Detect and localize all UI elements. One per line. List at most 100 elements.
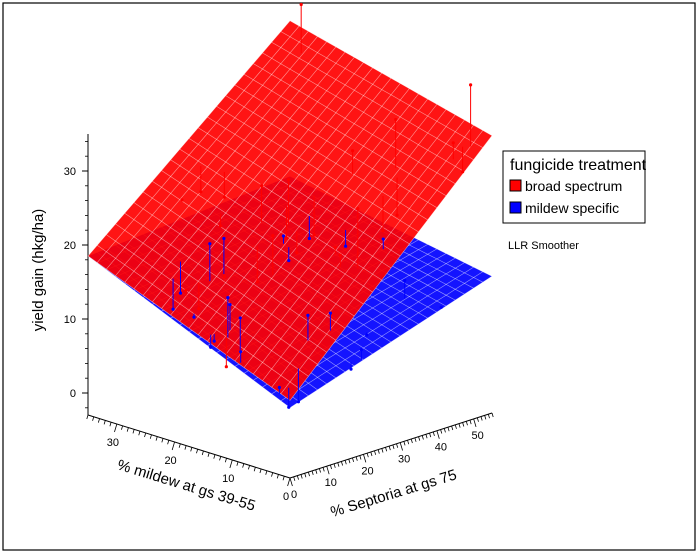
surface-grid-line [152,57,355,303]
mildew-tick-mark [229,459,233,469]
observation-point [286,177,291,182]
observation-point [259,183,264,188]
surface-grid-line [87,20,291,257]
observation-point [178,291,183,295]
observation-point [238,316,242,320]
mildew-tick-mark [167,440,170,445]
mildew-tick-mark [207,452,210,457]
mildew-tick-mark [97,418,100,423]
septoria-tick-mark [440,429,443,434]
observation-point [277,385,281,390]
observation-point [222,195,226,199]
observation-point [228,302,232,307]
septoria-tick-mark [388,445,391,451]
observation-point [239,350,243,354]
septoria-tick-mark [333,463,336,468]
observation-point [394,117,398,122]
septoria-tick-mark [454,424,457,429]
surface-grid-line [234,84,438,209]
observation-point [307,236,311,241]
septoria-tick-mark [326,466,330,475]
septoria-tick-mark [480,416,483,421]
mildew-axis-line [87,414,291,479]
smoother-note: LLR Smoother [508,240,579,252]
septoria-tick-mark [399,442,403,451]
surface-fill [88,20,492,401]
observation-point [381,237,385,241]
mildew-tick-mark [201,450,204,456]
mildew-tick-mark [219,456,222,461]
mildew-tick-mark [259,468,262,474]
observation-point [338,253,342,257]
septoria-tick-mark [385,447,388,452]
mildew-tick-mark [271,472,274,477]
septoria-tick-mark [447,427,450,432]
mildew-tick-mark [178,443,181,448]
septoria-tick-mark [318,468,321,473]
septoria-tick-mark [341,461,344,466]
observation-point [184,288,188,292]
observation-point [208,242,212,246]
mildew-tick-mark [126,427,129,432]
observation-point [461,170,465,174]
mildew-tick-mark [86,414,89,420]
septoria-tick-mark [476,417,479,422]
septoria-tick-label: 20 [361,465,373,477]
septoria-tick-mark [432,431,435,437]
septoria-tick-mark [429,432,432,438]
observation-point [312,233,316,237]
z-tick-label: 0 [70,388,76,400]
mildew-tick-mark [248,465,250,470]
mildew-tick-mark [171,441,175,451]
septoria-tick-mark [487,414,490,419]
mildew-tick-mark [276,474,279,479]
mildew-tick-mark [287,477,291,487]
septoria-tick-mark [436,430,440,439]
surface-grid-line [271,41,474,160]
septoria-tick-mark [307,471,310,477]
surface-grid-line [207,116,410,245]
mildew-tick-mark [190,447,193,452]
septoria-tick-mark [315,469,318,474]
observation-point [328,311,332,315]
observation-point [344,244,348,248]
mildew-tick-mark [253,467,256,472]
observation-point [381,229,385,233]
mildew-tick-mark [242,463,245,468]
surface-grid-line [142,51,346,296]
observation-point [356,207,360,211]
observation-point [180,198,184,202]
mildew-tick-mark [155,436,158,441]
surface-grid-line [225,95,428,221]
mildew-tick-label: 10 [222,473,234,485]
septoria-tick-mark [484,415,487,420]
observation-point [468,83,473,87]
septoria-tick-mark [473,418,477,428]
observation-point [349,367,353,371]
mildew-tick-mark [282,476,285,481]
septoria-tick-mark [337,462,340,467]
surface-grid-line [96,25,300,263]
septoria-tick-mark [425,434,428,439]
septoria-tick-mark [443,428,446,433]
mildew-tick-label: 30 [107,437,119,449]
legend-title: fungicide treatment [510,157,647,174]
septoria-tick-mark [377,449,380,454]
legend-swatch-broad-spectrum [509,179,522,192]
septoria-tick-mark [304,473,307,478]
z-axis-label: yield gain (hkg/ha) [30,209,47,332]
observation-point [218,224,223,228]
observation-point [209,345,213,349]
mildew-tick-mark [265,470,268,475]
observation-point [284,236,289,240]
septoria-tick-mark [451,425,454,431]
observation-point [281,234,286,238]
septoria-tick-label: 40 [435,442,447,454]
mildew-tick-label: 20 [164,455,176,467]
surface-grid-line [216,106,419,233]
septoria-axis-line [289,412,493,479]
surface-grid-line [243,74,447,197]
septoria-tick-mark [407,440,410,445]
septoria-tick-mark [311,470,314,476]
